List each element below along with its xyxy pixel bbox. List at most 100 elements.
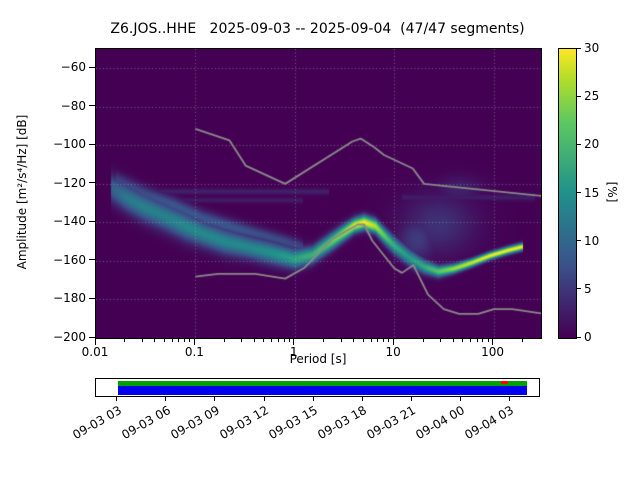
y-tick-mark [89,336,95,338]
y-tick-mark [89,66,95,68]
timeline-gap-marker [501,381,508,384]
timeline-tick-mark [116,397,118,401]
timeline-coverage-top [117,381,528,386]
x-minor-tick-mark [476,339,478,342]
colorbar-tick-label: 20 [584,137,600,152]
timeline-coverage-bottom [117,386,528,395]
timeline-tick-label: 09-03 06 [119,403,173,443]
colorbar-tick-label: 25 [584,89,600,104]
x-minor-tick-mark [482,339,484,342]
colorbar-tick-mark [577,288,581,290]
colorbar-tick-mark [577,192,581,193]
x-minor-tick-mark [377,339,379,342]
timeline-tick-mark [410,397,412,401]
timeline-tick-mark [312,397,314,401]
x-minor-tick-mark [223,339,225,342]
colorbar-tick-mark [577,336,581,338]
colorbar-tick-mark [577,47,581,49]
x-minor-tick-mark [340,339,342,342]
timeline-tick-mark [263,397,265,401]
timeline-tick-label: 09-03 09 [168,403,222,443]
timeline-bar [95,378,540,397]
plot-area [95,48,542,339]
x-minor-tick-mark [283,339,285,342]
y-tick-label: −80 [60,98,86,113]
x-tick-mark [492,339,494,345]
x-minor-tick-mark [353,339,355,342]
y-tick-mark [89,182,95,184]
y-tick-label: −180 [53,291,86,306]
x-tick-label: 100 [481,345,505,359]
timeline-tick-label: 09-03 21 [364,403,419,443]
x-minor-tick-mark [241,339,243,342]
x-minor-tick-mark [383,339,385,342]
colorbar [558,48,577,339]
colorbar-tick-mark [577,240,581,242]
timeline-tick-mark [361,397,363,401]
x-tick-mark [293,339,295,345]
ppsd-canvas [96,49,541,338]
colorbar-tick-label: 10 [584,233,600,248]
x-minor-tick-mark [362,339,364,342]
x-tick-label: 1 [289,345,298,359]
y-tick-label: −160 [53,252,86,267]
x-tick-mark [392,339,394,345]
timeline-tick-label: 09-03 12 [217,403,272,443]
x-tick-mark [193,339,195,345]
timeline-tick-label: 09-03 15 [266,403,321,443]
colorbar-tick-label: 30 [584,41,600,55]
x-minor-tick-mark [163,339,165,342]
timeline-tick-label: 09-03 18 [315,403,370,443]
x-minor-tick-mark [288,339,290,342]
timeline-tick-label: 09-04 00 [413,403,468,443]
x-minor-tick-mark [184,339,186,342]
timeline-tick-mark [165,397,167,401]
x-minor-tick-mark [388,339,390,342]
timeline-tick-label: 09-04 03 [462,403,517,443]
x-tick-label: 0.1 [184,345,204,359]
y-tick-mark [89,143,95,145]
x-minor-tick-mark [521,339,523,342]
colorbar-tick-label: 0 [584,330,592,344]
x-minor-tick-mark [277,339,279,342]
x-minor-tick-mark [263,339,265,342]
chart-title: Z6.JOS..HHE 2025-09-03 -- 2025-09-04 (47… [110,21,525,37]
x-minor-tick-mark [141,339,143,342]
y-tick-mark [89,220,95,222]
y-tick-label: −60 [60,60,86,75]
x-minor-tick-mark [189,339,191,342]
x-minor-tick-mark [452,339,454,342]
colorbar-tick-mark [577,143,581,145]
timeline-tick-mark [214,397,216,401]
y-tick-label: −100 [53,137,86,152]
x-minor-tick-mark [171,339,173,342]
timeline-tick-mark [508,397,510,401]
y-tick-mark [89,259,95,261]
colorbar-label: [%] [605,181,619,203]
x-tick-mark [94,339,96,345]
x-tick-label: 0.01 [81,345,109,359]
x-minor-tick-mark [370,339,372,342]
y-tick-label: −120 [53,175,86,190]
x-minor-tick-mark [124,339,126,342]
y-tick-mark [89,297,95,299]
colorbar-tick-label: 5 [584,281,592,296]
x-minor-tick-mark [323,339,325,342]
colorbar-tick-mark [577,95,581,97]
x-axis-label: Period [s] [289,352,347,366]
colorbar-tick-label: 15 [584,185,600,200]
x-minor-tick-mark [154,339,156,342]
x-minor-tick-mark [271,339,273,342]
x-minor-tick-mark [440,339,442,342]
y-axis-label: Amplitude [m²/s⁴/Hz] [dB] [15,114,29,270]
y-tick-mark [89,105,95,107]
y-tick-label: −200 [53,330,86,344]
x-minor-tick-mark [253,339,255,342]
x-minor-tick-mark [178,339,180,342]
x-tick-label: 10 [385,345,401,359]
colorbar-canvas [559,49,576,338]
y-tick-label: −140 [53,214,86,229]
timeline-tick-label: 09-03 03 [70,403,124,443]
x-minor-tick-mark [422,339,424,342]
